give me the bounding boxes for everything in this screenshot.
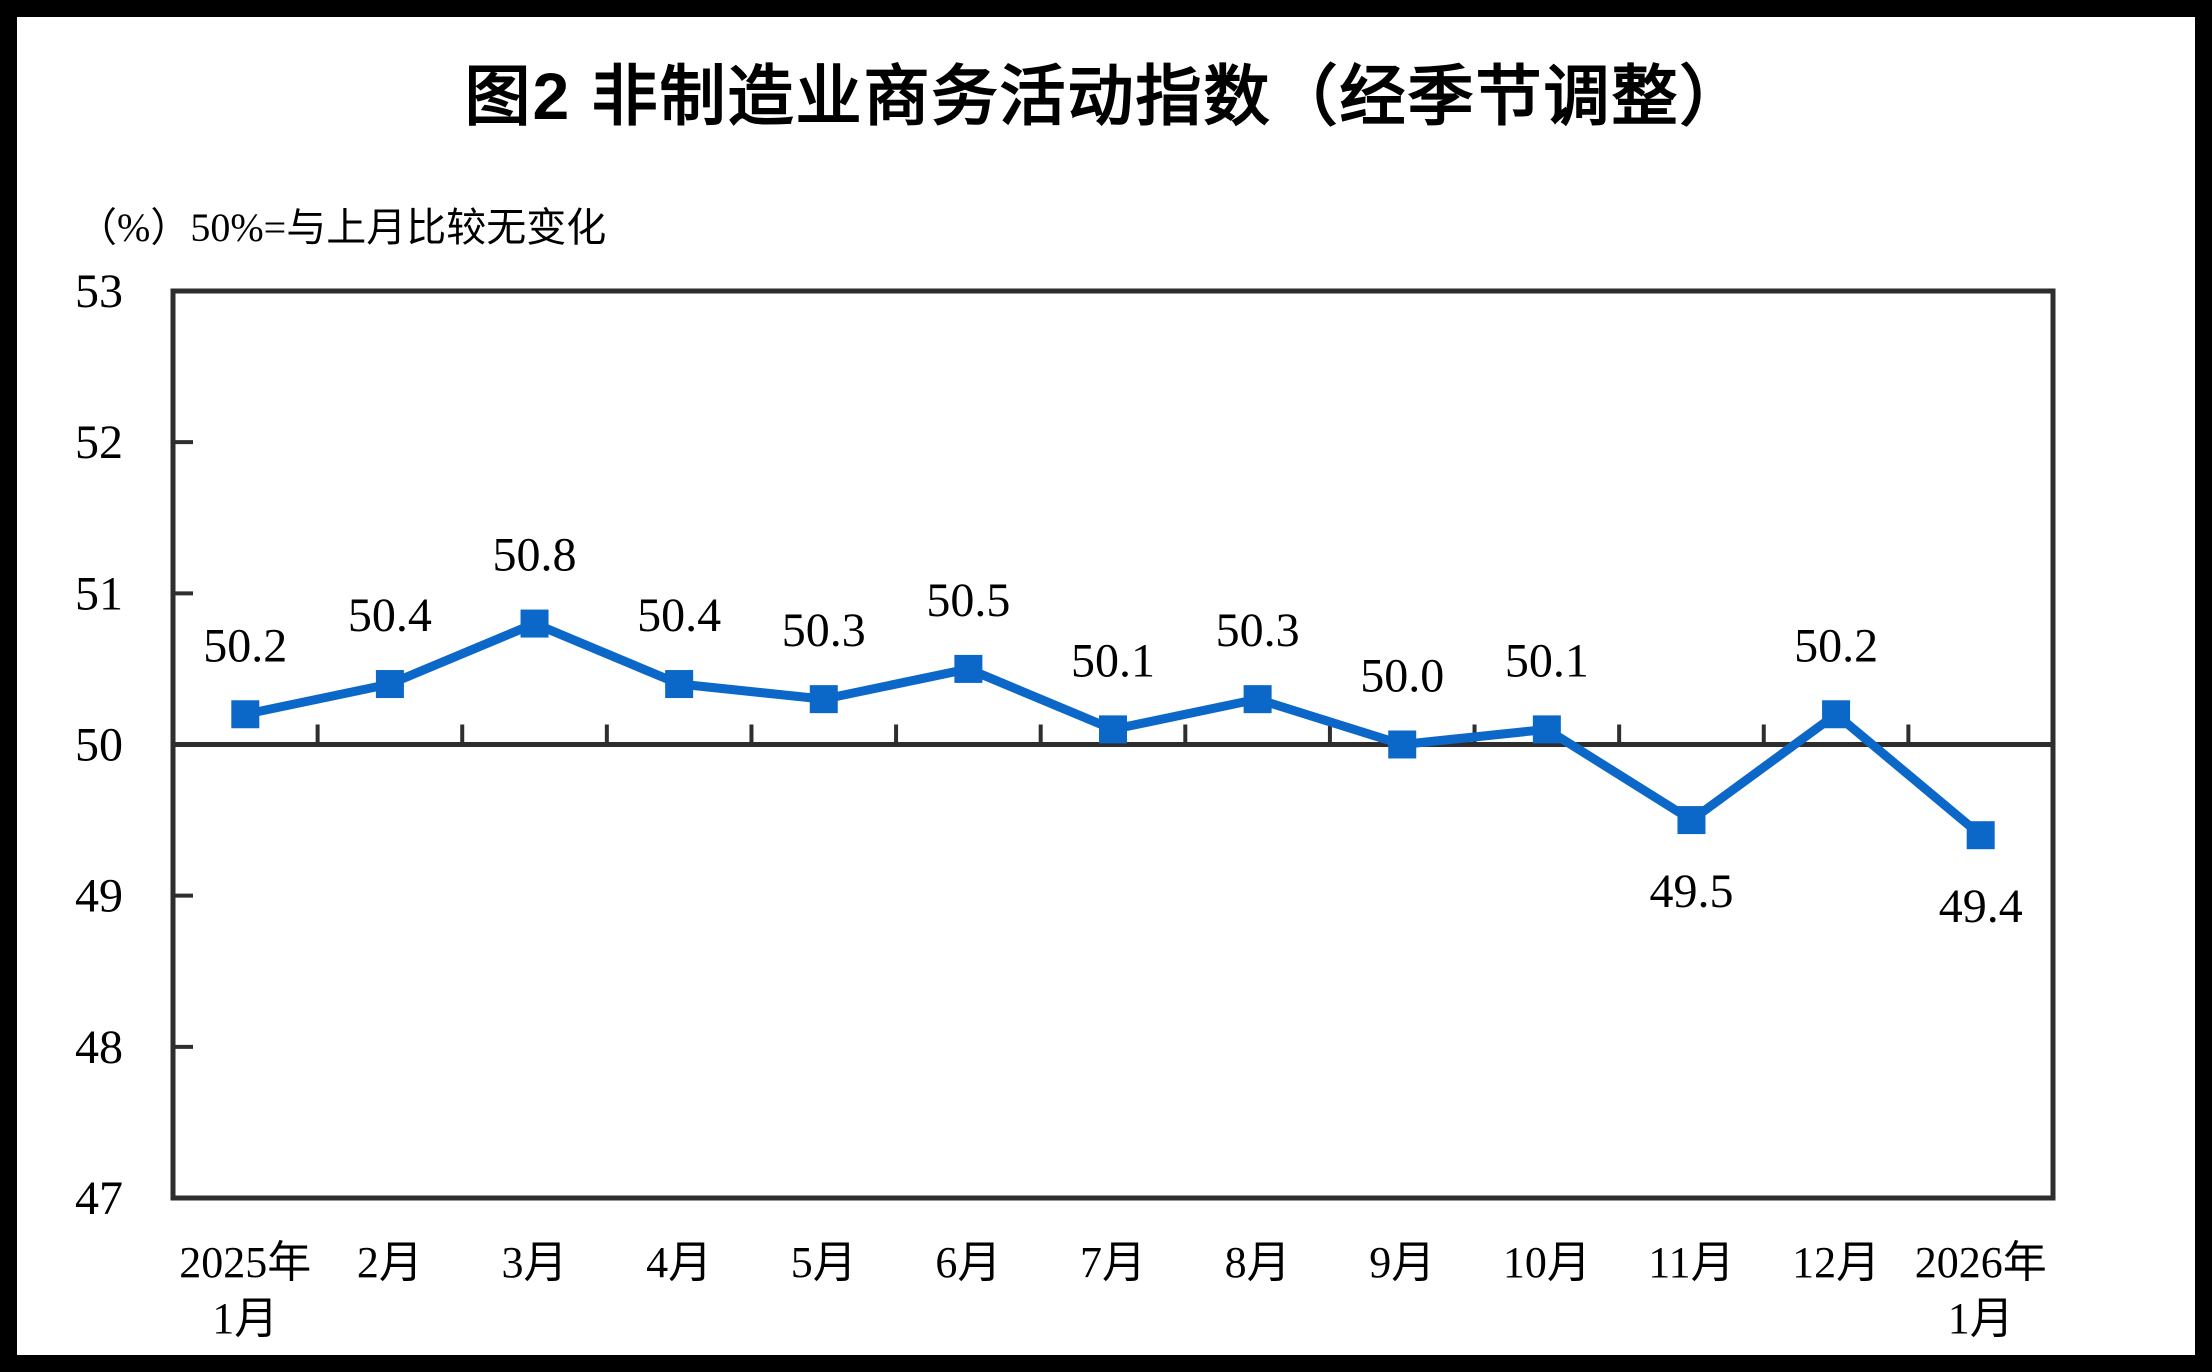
x-axis-category-label: 2026年 [1915, 1238, 2047, 1287]
x-axis-category-label: 10月 [1503, 1238, 1591, 1287]
x-axis-category-label: 1月 [1948, 1294, 2014, 1343]
data-point-label: 50.0 [1360, 650, 1444, 703]
data-point-marker [520, 609, 549, 638]
data-point-marker [1099, 715, 1127, 744]
data-point-label: 50.2 [1794, 619, 1878, 672]
data-point-label: 50.2 [203, 619, 287, 672]
data-point-label: 50.4 [637, 589, 721, 642]
y-axis-tick-label: 47 [75, 1172, 123, 1225]
data-point-label: 50.1 [1071, 634, 1155, 687]
data-point-marker [1966, 821, 1995, 850]
chart-title: 图2 非制造业商务活动指数（经季节调整） [464, 59, 1748, 133]
y-axis-tick-label: 50 [75, 719, 123, 772]
x-axis-category-label: 12月 [1792, 1238, 1880, 1287]
x-axis-category-label: 3月 [502, 1238, 568, 1287]
y-axis-tick-label: 51 [75, 567, 123, 620]
line-chart: 47 48 49 50 51 52 53 50.2 50.4 50.8 50.4 50.3 50.5 50… [75, 265, 2056, 1343]
data-point-marker [1243, 685, 1272, 714]
data-point-label: 50.8 [493, 529, 577, 582]
y-axis-tick-label: 53 [75, 265, 123, 318]
data-point-marker [1677, 806, 1706, 835]
data-point-marker [1388, 730, 1417, 759]
data-point-label: 49.4 [1939, 880, 2023, 933]
y-axis-tick-label: 52 [75, 416, 123, 469]
data-point-marker [1532, 715, 1561, 744]
x-axis-category-label: 8月 [1225, 1238, 1291, 1287]
data-point-marker [1822, 700, 1851, 729]
y-axis-tick-label: 48 [75, 1021, 123, 1074]
x-axis-category-label: 9月 [1369, 1238, 1435, 1287]
data-point-marker [375, 670, 404, 699]
data-point-label: 50.1 [1505, 634, 1589, 687]
data-point-label: 50.5 [926, 574, 1010, 627]
data-point-label: 50.4 [348, 589, 432, 642]
x-axis-category-label: 6月 [935, 1238, 1001, 1287]
data-point-label: 49.5 [1649, 865, 1733, 918]
data-point-label: 50.3 [782, 604, 866, 657]
x-axis-category-label: 2025年 [179, 1238, 311, 1287]
data-point-marker [665, 670, 694, 699]
y-axis-unit-note: （%）50%=与上月比较无变化 [77, 205, 607, 250]
x-axis-category-label: 7月 [1080, 1238, 1146, 1287]
data-point-marker [954, 654, 983, 683]
data-point-label: 50.3 [1216, 604, 1300, 657]
y-axis-tick-label: 49 [75, 870, 123, 923]
data-point-marker [231, 700, 260, 729]
data-point-marker [809, 685, 838, 714]
x-axis-category-label: 2月 [357, 1238, 423, 1287]
x-axis-category-label: 5月 [791, 1238, 857, 1287]
x-axis-category-label: 11月 [1648, 1238, 1734, 1287]
x-axis-category-label: 1月 [212, 1294, 278, 1343]
x-axis-category-label: 4月 [646, 1238, 712, 1287]
